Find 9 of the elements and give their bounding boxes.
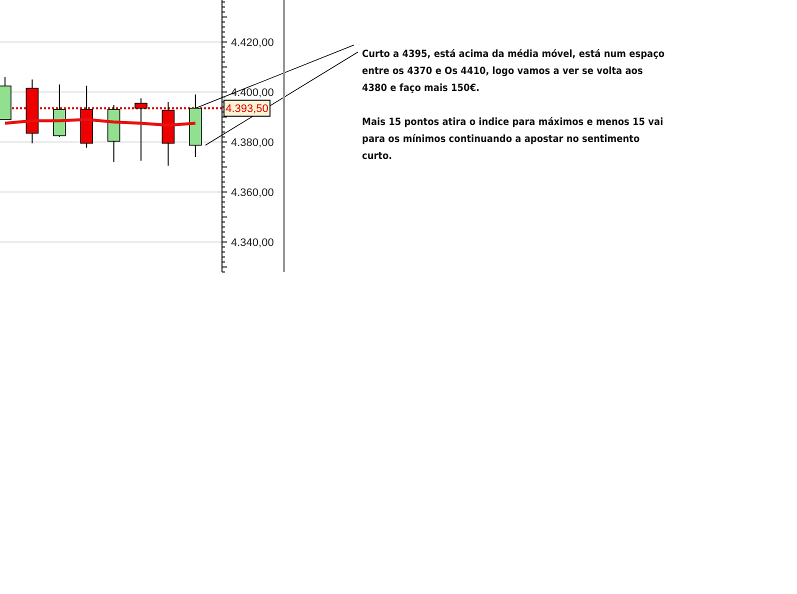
text: Mais 15 pontos atira o indice para máximos e menos 15 vai para os mínimos continuando a apostar no sentimento curto.: [362, 117, 664, 162]
y-tick-label: 4.340,00: [231, 236, 274, 249]
y-tick-label: 4.360,00: [231, 186, 274, 199]
ref-line-label: 4.393,50: [226, 103, 268, 116]
text: Curto a 4395, está acima da média móvel, está num espaço entre os 4370 e Os 4410, logo vamos a ver se volta aos 4380 e faço mais 150€.: [362, 49, 665, 94]
y-tick-label: 4.380,00: [231, 136, 274, 149]
y-tick-label: 4.400,00: [231, 86, 274, 99]
candlestick: [134, 98, 148, 162]
y-tick-label: 4.420,00: [231, 36, 274, 49]
